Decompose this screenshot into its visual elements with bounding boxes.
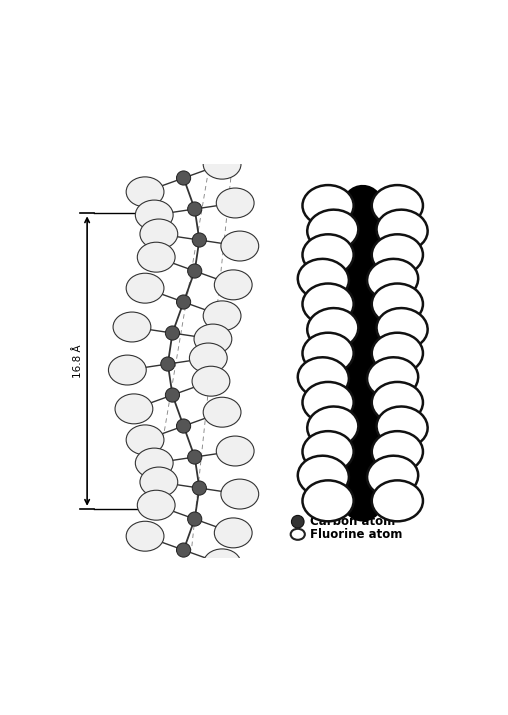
Circle shape — [187, 450, 202, 464]
Ellipse shape — [126, 425, 164, 455]
Ellipse shape — [216, 436, 254, 466]
Ellipse shape — [372, 480, 423, 521]
Ellipse shape — [302, 431, 354, 472]
Text: Carbon atom: Carbon atom — [309, 516, 395, 528]
Ellipse shape — [221, 479, 259, 509]
Ellipse shape — [115, 394, 153, 424]
Circle shape — [351, 410, 384, 443]
Ellipse shape — [214, 518, 252, 548]
Ellipse shape — [302, 480, 354, 521]
Ellipse shape — [376, 407, 428, 448]
Circle shape — [341, 361, 374, 395]
Ellipse shape — [372, 332, 423, 374]
Ellipse shape — [372, 431, 423, 472]
Ellipse shape — [140, 467, 178, 497]
Ellipse shape — [203, 149, 241, 179]
Ellipse shape — [189, 343, 227, 373]
Circle shape — [351, 214, 384, 247]
Ellipse shape — [203, 398, 241, 427]
Ellipse shape — [126, 521, 164, 551]
Circle shape — [176, 295, 190, 309]
Ellipse shape — [137, 490, 175, 521]
Text: 16.8 Å: 16.8 Å — [73, 345, 83, 378]
Circle shape — [176, 171, 190, 185]
Ellipse shape — [372, 235, 423, 275]
Circle shape — [346, 287, 379, 320]
Ellipse shape — [376, 308, 428, 349]
Ellipse shape — [203, 301, 241, 331]
Ellipse shape — [307, 209, 358, 251]
Ellipse shape — [140, 219, 178, 249]
Ellipse shape — [137, 242, 175, 272]
Ellipse shape — [307, 407, 358, 448]
Circle shape — [187, 264, 202, 278]
Ellipse shape — [367, 259, 418, 300]
Ellipse shape — [302, 185, 354, 226]
Ellipse shape — [192, 366, 230, 396]
Circle shape — [166, 388, 179, 402]
Ellipse shape — [216, 188, 254, 218]
Ellipse shape — [298, 455, 349, 497]
Text: Fluorine atom: Fluorine atom — [309, 528, 402, 541]
Circle shape — [346, 189, 379, 222]
Circle shape — [341, 460, 374, 493]
Ellipse shape — [372, 185, 423, 226]
Ellipse shape — [291, 529, 305, 540]
Circle shape — [341, 263, 374, 296]
Ellipse shape — [108, 355, 146, 385]
Circle shape — [346, 386, 379, 419]
Ellipse shape — [298, 259, 349, 300]
Circle shape — [161, 357, 175, 371]
Ellipse shape — [367, 455, 418, 497]
Ellipse shape — [302, 235, 354, 275]
Circle shape — [176, 419, 190, 433]
Circle shape — [166, 326, 179, 340]
Circle shape — [346, 238, 379, 271]
Ellipse shape — [367, 358, 418, 398]
Circle shape — [346, 484, 379, 518]
Circle shape — [351, 312, 384, 345]
Ellipse shape — [376, 209, 428, 251]
Circle shape — [292, 516, 304, 528]
Ellipse shape — [214, 270, 252, 300]
Ellipse shape — [203, 549, 241, 579]
Circle shape — [187, 512, 202, 526]
Ellipse shape — [113, 312, 151, 342]
Ellipse shape — [302, 382, 354, 423]
Ellipse shape — [194, 324, 232, 354]
Ellipse shape — [372, 382, 423, 423]
Ellipse shape — [221, 231, 259, 261]
Ellipse shape — [372, 284, 423, 325]
Ellipse shape — [126, 273, 164, 303]
Ellipse shape — [302, 332, 354, 374]
Ellipse shape — [126, 177, 164, 207]
Circle shape — [176, 543, 190, 557]
Ellipse shape — [298, 358, 349, 398]
Circle shape — [192, 233, 206, 247]
Ellipse shape — [302, 284, 354, 325]
Ellipse shape — [307, 308, 358, 349]
Circle shape — [187, 202, 202, 216]
Circle shape — [346, 337, 379, 370]
Ellipse shape — [135, 448, 173, 478]
Circle shape — [346, 435, 379, 468]
Ellipse shape — [135, 200, 173, 230]
Circle shape — [192, 481, 206, 495]
